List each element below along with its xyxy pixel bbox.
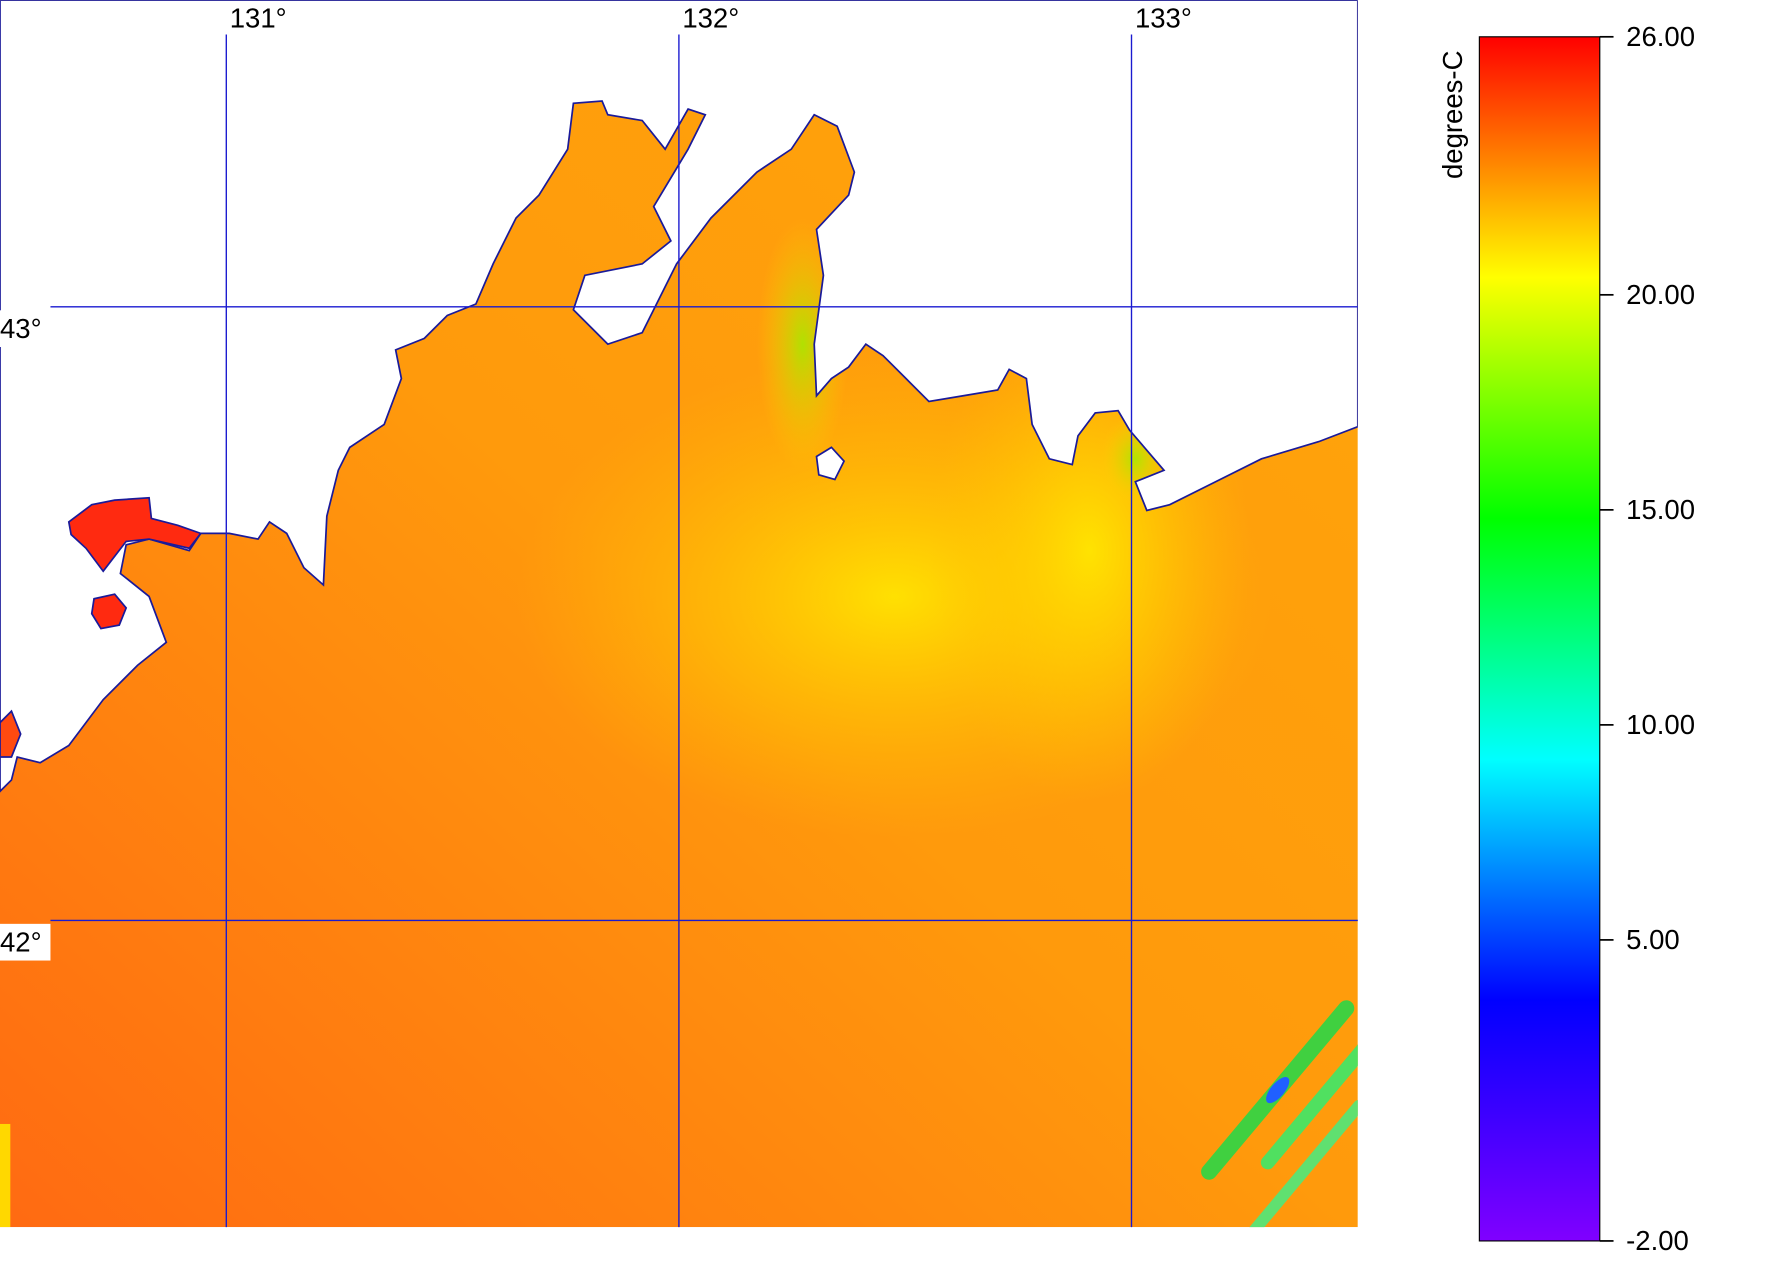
colorbar-ticks: 26.00 20.00 15.00 10.00 5.00 -2.00 (1599, 21, 1695, 1256)
colorbar-tick-label: 10.00 (1626, 709, 1695, 740)
label-box (0, 923, 51, 961)
latitude-label: 43° (0, 313, 42, 344)
sst-field (0, 0, 1358, 1228)
colorbar-tick-label: -2.00 (1626, 1225, 1689, 1256)
longitude-label: 131° (230, 3, 287, 34)
label-box (0, 310, 51, 348)
warm-island (0, 709, 22, 758)
colorbar-tick-label: 15.00 (1626, 494, 1695, 525)
island (815, 446, 846, 481)
colorbar-tick-label: 20.00 (1626, 279, 1695, 310)
colorbar-title: degrees-C (1437, 51, 1468, 179)
edge-strip (0, 1123, 11, 1228)
colorbar-tick-label: 26.00 (1626, 21, 1695, 52)
warm-island (90, 593, 128, 630)
warm-inlet (67, 496, 203, 573)
longitude-label: 133° (1135, 3, 1192, 34)
land (0, 0, 1358, 793)
longitude-label: 132° (682, 3, 739, 34)
graticule: 131° 132° 133° 43° 42° (0, 3, 1358, 1228)
colorbar (1478, 36, 1601, 1242)
colorbar-tick-label: 5.00 (1626, 924, 1680, 955)
latitude-label: 42° (0, 926, 42, 957)
cold-streaks (1201, 1000, 1358, 1228)
